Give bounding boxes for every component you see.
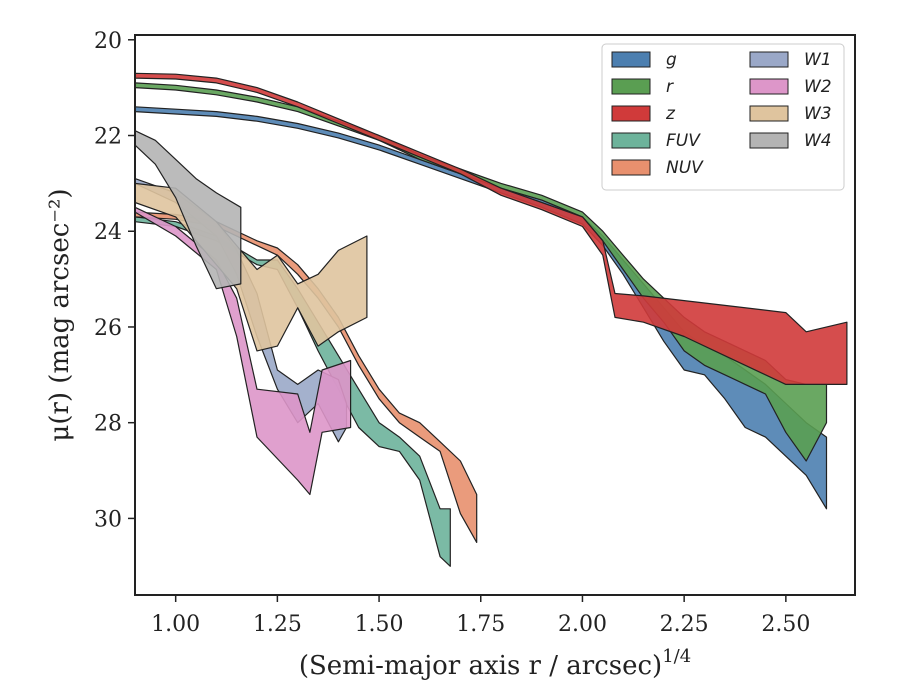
series-band-w4	[134, 130, 242, 290]
legend-swatch-w3	[749, 105, 789, 122]
y-axis-title: μ(r) (mag arcsec⁻²)	[45, 188, 75, 441]
legend-label-w4: W4	[804, 131, 832, 151]
x-axis-title-text: (Semi-major axis r / arcsec)	[299, 651, 662, 681]
x-tick-label: 1.75	[456, 612, 505, 637]
axis-ticks: 1.00 1.25 1.50 1.75 2.00 2.25 2.50 20 22 24 26 28 30	[94, 29, 810, 637]
x-tick-label: 2.50	[761, 612, 810, 637]
legend-swatch-fuv	[611, 132, 651, 149]
legend-label-fuv: FUV	[666, 131, 701, 151]
legend-label-r: r	[666, 77, 674, 97]
y-tick-label: 26	[94, 316, 122, 341]
legend-swatch-z	[611, 105, 651, 122]
x-axis-title-exponent: 1/4	[662, 646, 691, 667]
x-tick-label: 1.00	[151, 612, 200, 637]
x-axis-title: (Semi-major axis r / arcsec)1/4	[299, 646, 691, 681]
plot-frame	[134, 34, 856, 596]
legend-swatch-g	[611, 51, 651, 68]
y-tick-label: 30	[94, 507, 122, 532]
x-tick-label: 2.00	[558, 612, 607, 637]
x-tick-label: 2.25	[660, 612, 709, 637]
legend-swatch-r	[611, 78, 651, 95]
legend-label-w2: W2	[804, 77, 832, 97]
y-tick-label: 28	[94, 412, 122, 437]
legend-label-g: g	[666, 50, 677, 70]
legend-label-w1: W1	[804, 50, 832, 70]
y-tick-label: 20	[94, 29, 122, 54]
series-band-w3	[134, 182, 368, 352]
legend-swatch-w1	[749, 51, 789, 68]
y-tick-label: 24	[94, 220, 122, 245]
legend-swatch-w4	[749, 132, 789, 149]
legend-swatch-w2	[749, 78, 789, 95]
legend-label-w3: W3	[804, 104, 832, 124]
legend-swatch-nuv	[611, 159, 651, 176]
y-tick-label: 22	[94, 125, 122, 150]
series-band-z	[134, 72, 848, 385]
legend-label-nuv: NUV	[666, 158, 704, 178]
x-tick-label: 1.50	[355, 612, 404, 637]
legend-label-z: z	[665, 104, 676, 124]
legend: grz FUV NUV W1 W2 W3 W4	[601, 43, 845, 191]
x-tick-label: 1.25	[253, 612, 302, 637]
series-bands	[134, 72, 848, 567]
